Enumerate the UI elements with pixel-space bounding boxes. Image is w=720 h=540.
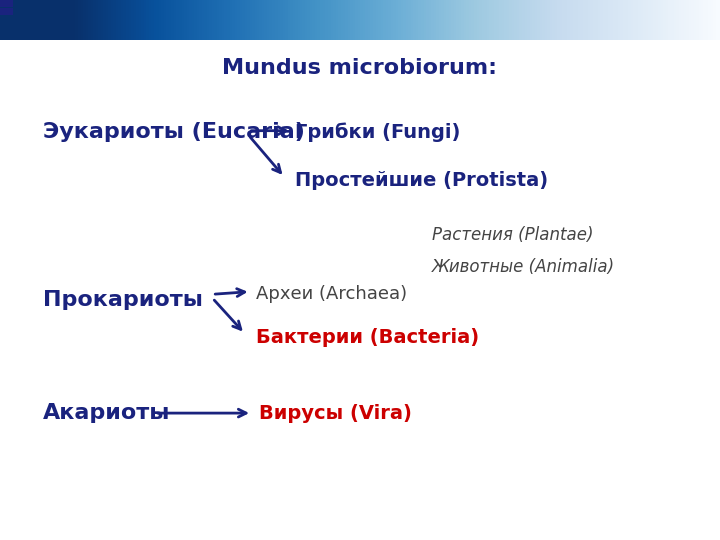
Text: Вирусы (Vira): Вирусы (Vira) [259, 403, 412, 423]
Text: Mundus microbiorum:: Mundus microbiorum: [222, 57, 498, 78]
Text: Бактерии (Bacteria): Бактерии (Bacteria) [256, 328, 479, 347]
FancyBboxPatch shape [0, 8, 13, 15]
Text: Эукариоты (Eucaria): Эукариоты (Eucaria) [43, 122, 305, 143]
FancyBboxPatch shape [0, 0, 13, 7]
Text: Прокариоты: Прокариоты [43, 289, 203, 310]
Text: Акариоты: Акариоты [43, 403, 171, 423]
Text: Археи (Archaea): Археи (Archaea) [256, 285, 407, 303]
Text: Грибки (Fungi): Грибки (Fungi) [295, 123, 461, 142]
Text: Животные (Animalia): Животные (Animalia) [432, 258, 615, 276]
Text: Простейшие (Protista): Простейшие (Protista) [295, 171, 549, 191]
Text: Растения (Plantae): Растения (Plantae) [432, 226, 593, 244]
